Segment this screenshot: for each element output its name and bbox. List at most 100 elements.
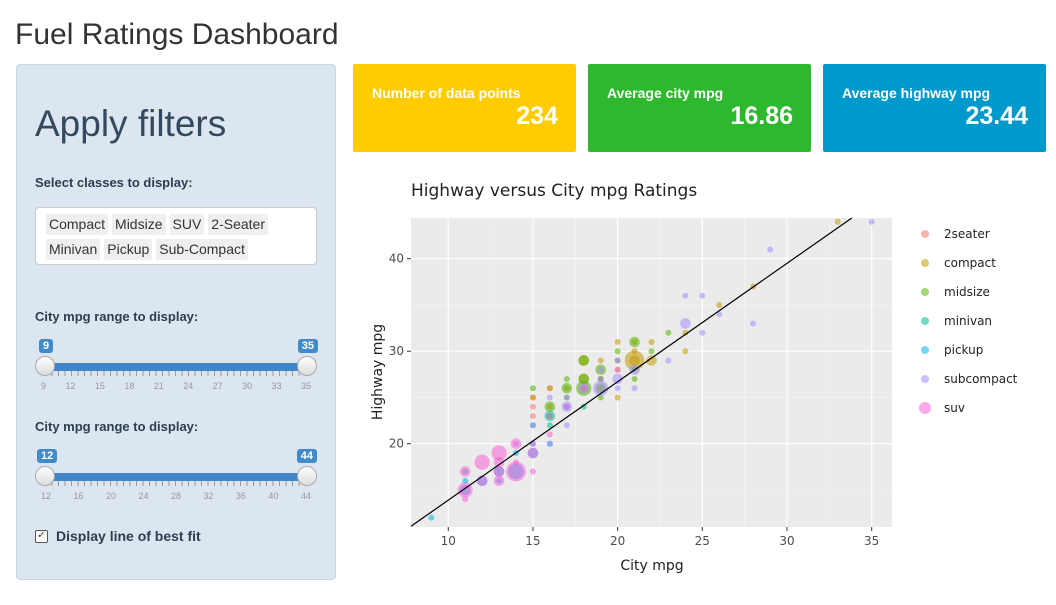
- subcompact-point[interactable]: [665, 357, 672, 364]
- midsize-point[interactable]: [614, 348, 621, 355]
- legend-item-label[interactable]: minivan: [944, 314, 992, 328]
- subcompact-point[interactable]: [593, 380, 609, 396]
- best-fit-option[interactable]: ✓ Display line of best fit: [35, 528, 201, 544]
- midsize-point[interactable]: [544, 401, 556, 413]
- kpi-label: Average highway mpg: [842, 85, 991, 101]
- midsize-point[interactable]: [561, 382, 573, 394]
- suv-point[interactable]: [529, 468, 536, 475]
- subcompact-point[interactable]: [563, 422, 570, 429]
- class-tag[interactable]: Minivan: [46, 239, 101, 260]
- legend-item-label[interactable]: subcompact: [944, 372, 1018, 386]
- minivan-point[interactable]: [580, 403, 587, 410]
- subcompact-point[interactable]: [546, 440, 553, 447]
- legend-item-label[interactable]: midsize: [944, 285, 990, 299]
- suv-point[interactable]: [563, 403, 570, 410]
- minivan-point[interactable]: [546, 422, 553, 429]
- midsize-point[interactable]: [631, 375, 638, 382]
- subcompact-point[interactable]: [699, 292, 706, 299]
- compact-point[interactable]: [614, 338, 621, 345]
- suv-point[interactable]: [546, 431, 553, 438]
- suv-point[interactable]: [506, 461, 526, 482]
- kpi-avg-city: Average city mpg 16.86: [588, 64, 811, 152]
- data-points[interactable]: [428, 218, 875, 521]
- class-tag[interactable]: SUV: [169, 214, 205, 235]
- compact-point[interactable]: [529, 394, 536, 401]
- compact-point[interactable]: [716, 301, 723, 308]
- subcompact-point[interactable]: [699, 329, 706, 336]
- legend-item-label[interactable]: 2seater: [944, 227, 990, 241]
- subcompact-point[interactable]: [597, 375, 604, 382]
- suv-point[interactable]: [493, 456, 505, 468]
- suv-point[interactable]: [493, 475, 505, 487]
- suv-point[interactable]: [513, 459, 520, 466]
- midsize-point[interactable]: [665, 329, 672, 336]
- compact-point[interactable]: [546, 385, 553, 392]
- subcompact-point[interactable]: [716, 311, 723, 318]
- class-tag[interactable]: Compact: [46, 214, 109, 235]
- suv-point[interactable]: [493, 466, 505, 477]
- compact-point[interactable]: [614, 394, 621, 401]
- subcompact-point[interactable]: [529, 422, 536, 429]
- midsize-point[interactable]: [629, 336, 640, 348]
- compact-point[interactable]: [597, 357, 604, 364]
- subcompact-point[interactable]: [767, 246, 774, 253]
- compact-point[interactable]: [834, 218, 841, 225]
- hwy-slider-min-handle[interactable]: [35, 466, 55, 486]
- subcompact-point[interactable]: [682, 292, 689, 299]
- subcompact-point[interactable]: [563, 394, 570, 401]
- suv-point[interactable]: [614, 366, 621, 373]
- subcompact-point[interactable]: [614, 385, 621, 392]
- class-multiselect[interactable]: Compact Midsize SUV 2-Seater Minivan Pic…: [35, 207, 317, 265]
- city-slider-max-handle[interactable]: [297, 356, 317, 376]
- pickup-point[interactable]: [428, 514, 435, 521]
- legend-item-label[interactable]: pickup: [944, 343, 983, 357]
- subcompact-point[interactable]: [750, 320, 757, 327]
- subcompact-point[interactable]: [546, 394, 553, 401]
- suv-point[interactable]: [462, 496, 469, 503]
- suv-point[interactable]: [546, 412, 553, 419]
- suv-point[interactable]: [459, 466, 471, 477]
- legend[interactable]: 2seater compact midsize minivan pickup subcom…: [919, 227, 1018, 415]
- hwy-slider-label: City mpg range to display:: [35, 419, 199, 434]
- subcompact-point[interactable]: [597, 366, 604, 373]
- hwy-range-slider[interactable]: 12 16 20 24 28 32 36 40 44 12 44: [35, 449, 317, 509]
- subcompact-point[interactable]: [614, 357, 621, 364]
- subcompact-point[interactable]: [868, 218, 875, 225]
- pickup-point[interactable]: [462, 477, 469, 484]
- city-slider-track[interactable]: [45, 363, 307, 371]
- class-tag[interactable]: Midsize: [112, 214, 166, 235]
- class-tag[interactable]: 2-Seater: [208, 214, 268, 235]
- compact-point[interactable]: [682, 329, 689, 336]
- legend-item-label[interactable]: compact: [944, 256, 996, 270]
- midsize-point[interactable]: [529, 385, 536, 392]
- subcompact-point[interactable]: [680, 318, 691, 329]
- chart-title: Highway versus City mpg Ratings: [411, 181, 697, 201]
- legend-item-label[interactable]: suv: [944, 401, 965, 415]
- suv-point[interactable]: [510, 438, 522, 450]
- suv-point[interactable]: [491, 445, 507, 461]
- 2seater-point[interactable]: [529, 412, 536, 419]
- best-fit-checkbox[interactable]: ✓: [35, 529, 48, 543]
- compact-point[interactable]: [646, 355, 657, 366]
- hwy-slider-track[interactable]: [45, 473, 307, 481]
- class-tag[interactable]: Pickup: [104, 239, 153, 260]
- subcompact-point[interactable]: [612, 373, 623, 385]
- subcompact-point[interactable]: [631, 385, 638, 392]
- compact-point[interactable]: [648, 338, 655, 345]
- midsize-point[interactable]: [648, 348, 655, 355]
- 2seater-point[interactable]: [529, 403, 536, 410]
- midsize-point[interactable]: [597, 394, 604, 401]
- suv-point[interactable]: [474, 454, 490, 470]
- class-tag[interactable]: Sub-Compact: [156, 239, 248, 260]
- city-range-slider[interactable]: 9 12 15 18 21 24 27 30 33 35 9 35: [35, 339, 318, 399]
- suv-point[interactable]: [580, 385, 587, 392]
- city-slider-min-handle[interactable]: [35, 356, 55, 376]
- suv-point[interactable]: [527, 447, 539, 459]
- compact-point[interactable]: [682, 348, 689, 355]
- midsize-point[interactable]: [578, 373, 590, 385]
- compact-point[interactable]: [624, 350, 645, 371]
- mpg-scatter-chart[interactable]: Highway versus City mpg Ratings 10 15 20 25…: [360, 170, 1040, 590]
- midsize-point[interactable]: [578, 355, 590, 366]
- hwy-slider-max-handle[interactable]: [297, 466, 317, 486]
- midsize-point[interactable]: [563, 375, 570, 382]
